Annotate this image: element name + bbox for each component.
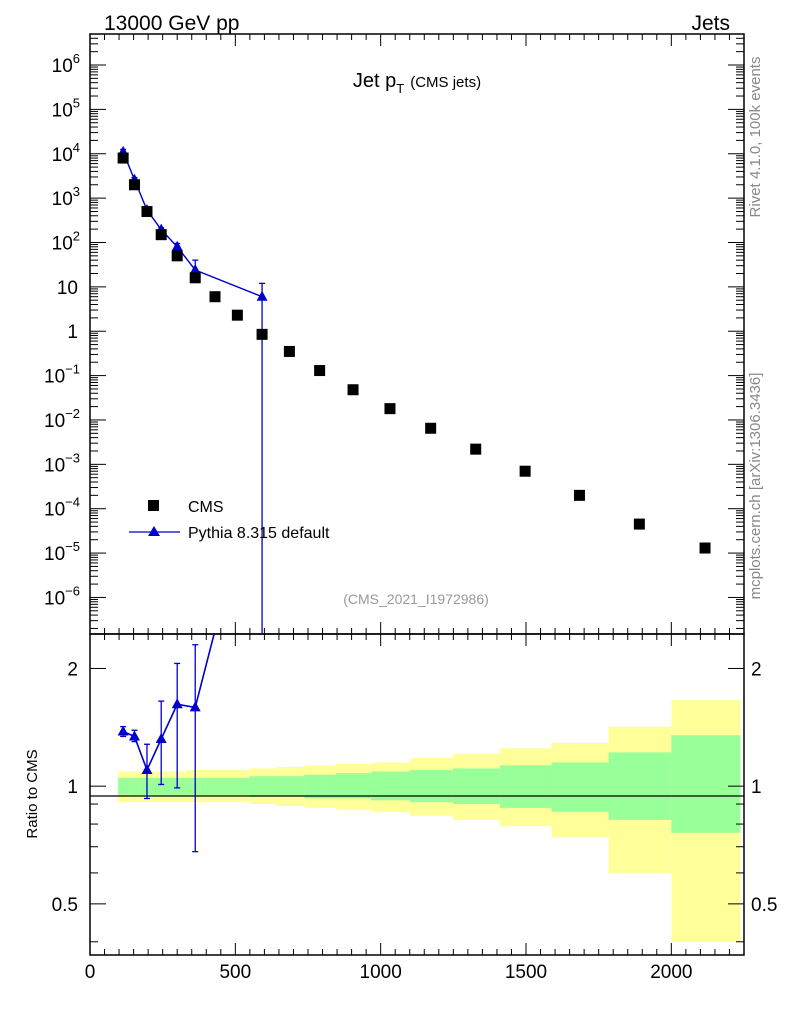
chart-title-suffix: (CMS jets) — [410, 74, 481, 91]
pythia-ratio-point — [155, 733, 167, 744]
cms-point — [231, 309, 243, 321]
main-y-tick-label: 10−4 — [44, 495, 80, 521]
pythia-series — [117, 145, 268, 634]
ratio-green-band — [118, 735, 741, 833]
axis-ticks — [89, 33, 745, 955]
green-band-bin — [128, 777, 141, 795]
ratio-ylabel: Ratio to CMS — [24, 749, 41, 838]
main-y-tick-label: 104 — [52, 140, 80, 166]
legend-pythia-marker — [148, 526, 160, 536]
cms-series — [117, 152, 711, 554]
chart-title-subscript: T — [396, 81, 404, 96]
ratio-yellow-band — [118, 700, 741, 942]
green-band-bin — [118, 777, 129, 795]
pythia-ratio-point — [141, 763, 153, 774]
legend: CMS Pythia 8.315 default — [129, 499, 330, 542]
cms-point — [573, 489, 585, 501]
cms-point — [117, 152, 129, 164]
ratio-y-tick-label-left: 2 — [67, 659, 78, 680]
pythia-point — [189, 263, 201, 274]
green-band-bin — [452, 768, 500, 805]
x-tick-label: 0 — [85, 962, 96, 983]
green-band-bin — [226, 777, 250, 795]
cms-point — [171, 250, 183, 262]
pythia-point — [171, 240, 183, 251]
cms-point — [699, 542, 711, 554]
x-tick-label: 500 — [219, 962, 251, 983]
legend-pythia-label: Pythia 8.315 default — [188, 525, 330, 542]
pythia-ratio-line — [122, 633, 215, 773]
green-band-bin — [153, 777, 170, 795]
x-tick-label: 2000 — [650, 962, 692, 983]
ratio-y-tick-label-right: 0.5 — [751, 895, 777, 916]
green-band-bin — [608, 752, 672, 820]
green-band-bin — [551, 762, 609, 812]
cms-point — [209, 291, 221, 303]
cms-point — [256, 328, 268, 340]
chart-title: Jet pT (CMS jets) — [353, 70, 481, 96]
cms-point — [347, 384, 359, 396]
ratio-panel-frame — [89, 633, 745, 956]
main-y-tick-label: 10−2 — [44, 406, 80, 432]
green-band-bin — [499, 765, 552, 808]
main-y-tick-label: 103 — [52, 184, 80, 210]
green-band-bin — [671, 735, 741, 833]
cms-point — [314, 365, 326, 377]
mcplots-label: mcplots.cern.ch [arXiv:1306.3436] — [747, 373, 764, 600]
cms-point — [633, 518, 645, 530]
pythia-ratio-point — [128, 730, 140, 741]
cms-point — [470, 443, 482, 455]
cms-point — [189, 272, 201, 284]
green-band-bin — [410, 769, 453, 803]
green-band-bin — [204, 777, 227, 795]
main-y-tick-label: 10−6 — [44, 583, 80, 609]
green-band-bin — [275, 776, 305, 797]
cms-point — [283, 345, 295, 357]
ratio-y-tick-label-left: 0.5 — [52, 895, 78, 916]
analysis-id: (CMS_2021_I1972986) — [343, 591, 489, 607]
rivet-version-label: Rivet 4.1.0, 100k events — [747, 57, 764, 218]
main-y-tick-label: 105 — [52, 95, 80, 121]
main-y-tick-label: 102 — [52, 228, 80, 254]
ratio-y-tick-label-right: 1 — [751, 777, 762, 798]
green-band-bin — [335, 773, 372, 799]
main-y-tick-label: 10 — [57, 278, 78, 299]
main-y-tick-label: 106 — [52, 51, 80, 77]
main-y-tick-label: 10−1 — [44, 362, 80, 388]
legend-cms-label: CMS — [188, 499, 224, 516]
x-tick-labels: 0 500 1000 1500 2000 — [85, 962, 693, 983]
cms-point — [141, 205, 153, 217]
main-panel-frame — [89, 33, 745, 635]
pythia-ratio-point — [117, 725, 129, 736]
cms-point — [519, 465, 531, 477]
ratio-y-tick-label-left: 1 — [67, 777, 78, 798]
cms-point — [384, 403, 396, 415]
x-tick-label: 1000 — [360, 962, 402, 983]
main-y-tick-labels: 10610510410310210110−110−210−310−410−510… — [44, 51, 80, 609]
main-y-tick-label: 1 — [67, 322, 78, 343]
main-y-tick-label: 10−3 — [44, 450, 80, 476]
cms-point — [425, 422, 437, 434]
cms-point — [128, 179, 140, 191]
pythia-ratio-series — [117, 633, 215, 853]
cms-point — [155, 229, 167, 241]
pythia-ratio-point — [189, 701, 201, 712]
pythia-ratio-point — [171, 698, 183, 709]
ratio-y-tick-label-right: 2 — [751, 659, 762, 680]
x-tick-label: 1500 — [505, 962, 547, 983]
legend-cms-marker — [148, 500, 159, 511]
main-y-tick-label: 10−5 — [44, 539, 80, 565]
green-band-bin — [304, 774, 336, 799]
ratio-y-tick-labels: 2 2 1 1 0.5 0.5 — [52, 659, 778, 915]
pythia-point — [256, 290, 268, 301]
green-band-bin — [249, 776, 276, 797]
header-right-label: Jets — [691, 12, 730, 35]
header-left-label: 13000 GeV pp — [104, 12, 239, 35]
